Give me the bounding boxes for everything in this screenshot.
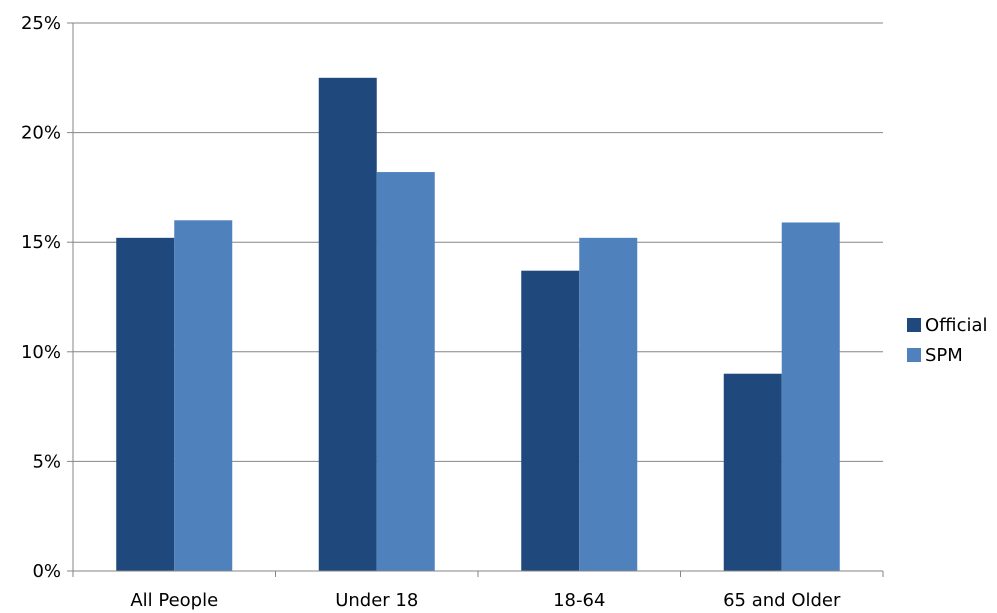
y-tick-label: 25% — [21, 13, 61, 34]
x-tick-label: All People — [130, 590, 218, 611]
bar-spm-65-and-older — [781, 222, 840, 572]
bar-official-all-people — [116, 237, 175, 572]
legend-label-official: Official — [925, 315, 988, 336]
x-tick-label: Under 18 — [335, 590, 418, 611]
bar-official-65-and-older — [723, 373, 782, 571]
bar-spm-18-64 — [579, 237, 638, 572]
legend: Official SPM — [907, 315, 988, 366]
x-tick-label: 65 and Older — [723, 590, 841, 611]
y-tick-label: 5% — [32, 451, 61, 472]
legend-swatch-spm — [907, 348, 921, 362]
y-tick-label: 0% — [32, 561, 61, 582]
bar-spm-all-people — [174, 220, 233, 571]
bar-official-under-18 — [318, 77, 377, 572]
bar-spm-under-18 — [376, 172, 435, 571]
x-tick-label: 18-64 — [553, 590, 605, 611]
bar-official-18-64 — [521, 270, 580, 571]
legend-label-spm: SPM — [925, 345, 963, 366]
y-tick-label: 20% — [21, 123, 61, 144]
axes: 0% 5% 10% 15% 20% 25% All People Under 18 18-64 6… — [21, 13, 884, 611]
y-tick-label: 10% — [21, 342, 61, 363]
legend-swatch-official — [907, 318, 921, 332]
y-tick-label: 15% — [21, 232, 61, 253]
bars — [116, 77, 840, 572]
